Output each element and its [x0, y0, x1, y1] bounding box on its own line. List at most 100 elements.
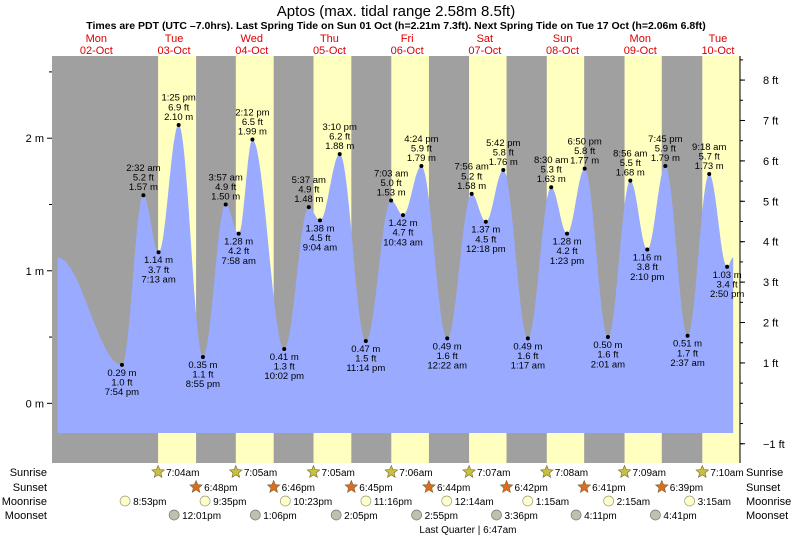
tide-label: 5.9 ft — [411, 143, 432, 154]
day-name: Tue — [709, 33, 728, 45]
tide-point — [483, 219, 488, 224]
day-date: 08-Oct — [546, 45, 579, 57]
tide-label: 0.49 m — [513, 341, 542, 352]
day-name: Sat — [477, 33, 494, 45]
moonrise-icon — [441, 495, 453, 507]
day-headers: Mon02-OctTue03-OctWed04-OctThu05-OctFri0… — [80, 33, 735, 57]
tide-label: 1:25 pm — [161, 93, 195, 104]
tide-point — [401, 213, 406, 218]
sunset-icon — [422, 479, 436, 493]
tide-label: 4.2 ft — [556, 246, 577, 257]
tide-label: 5.8 ft — [574, 146, 595, 157]
tide-label: 4.9 ft — [298, 185, 319, 196]
tide-label: 6.2 ft — [329, 132, 350, 143]
right-tick-label: 7 ft — [763, 115, 778, 127]
tide-label: 1.48 m — [294, 194, 323, 205]
tide-label: 1:17 am — [511, 361, 545, 372]
tide-label: 5:37 am — [292, 175, 326, 186]
tide-label: 9:18 am — [692, 142, 726, 153]
tide-label: 5.5 ft — [620, 158, 641, 169]
day-date: 09-Oct — [624, 45, 657, 57]
moonrise-icon — [199, 495, 211, 507]
tide-label: 1.38 m — [305, 223, 334, 234]
tide-label: 11:14 pm — [346, 363, 385, 374]
tide-label: 1.88 m — [325, 141, 354, 152]
tide-label: 10:02 pm — [264, 371, 304, 382]
tide-point — [317, 218, 322, 223]
tide-label: 1.1 ft — [192, 370, 213, 381]
tide-label: 0.47 m — [351, 344, 380, 355]
tide-label: 7:03 am — [374, 168, 408, 179]
left-tick-label: 2 m — [26, 133, 44, 145]
tide-label: 1.79 m — [651, 153, 680, 164]
right-axis: −1 ft 1 ft 2 ft 3 ft 4 ft 5 ft 6 ft 7 ft 8 ft — [739, 56, 785, 463]
tide-point — [236, 231, 241, 236]
tide-label: 1.79 m — [407, 153, 436, 164]
sunrise-time: 7:10am — [710, 468, 743, 479]
tide-label: 0.51 m — [673, 339, 702, 350]
tide-label: 2:01 am — [591, 359, 625, 370]
tide-label: 1.28 m — [224, 237, 253, 248]
tide-label: 2.10 m — [164, 112, 193, 123]
day-name: Mon — [86, 33, 107, 45]
tide-label: 8:56 am — [613, 148, 647, 159]
day-date: 07-Oct — [468, 45, 501, 57]
tide-label: 3:57 am — [209, 172, 243, 183]
tide-point — [469, 191, 474, 196]
tide-label: 3.7 ft — [148, 265, 169, 276]
tide-label: 1.53 m — [377, 188, 406, 199]
sunset-time: 6:41pm — [592, 483, 625, 494]
right-tick-label: −1 ft — [763, 439, 785, 451]
plot-area: 0.29 m1.0 ft7:54 pm2:32 am5.2 ft1.57 m1.… — [52, 56, 744, 463]
moonrise-time: 2:15am — [617, 497, 650, 508]
moonrise-icon — [603, 495, 615, 507]
tide-label: 1.68 m — [616, 168, 645, 179]
tide-label: 1.3 ft — [274, 362, 295, 373]
tide-label: 6.5 ft — [242, 117, 263, 128]
tide-label: 1.6 ft — [597, 350, 618, 361]
sunset-icon — [189, 479, 203, 493]
tide-point — [419, 164, 424, 169]
right-tick-label: 6 ft — [763, 156, 778, 168]
tide-point — [306, 205, 311, 210]
tide-area — [57, 124, 734, 434]
sunrise-icon — [306, 464, 321, 478]
tide-point — [200, 354, 205, 359]
tide-label: 1:23 pm — [550, 256, 584, 267]
tide-point — [501, 168, 506, 173]
sunset-time: 6:44pm — [437, 483, 470, 494]
moonrise-icon — [522, 495, 534, 507]
moonset-icon — [491, 509, 502, 521]
moonset-time: 2:05pm — [344, 511, 377, 522]
moonset-time: 2:55pm — [425, 511, 458, 522]
moonrise-time: 3:15am — [698, 497, 731, 508]
tide-label: 1.28 m — [552, 237, 581, 248]
sunrise-icon — [228, 464, 243, 478]
tide-label: 12:18 pm — [466, 244, 506, 255]
right-tick-label: 2 ft — [763, 318, 778, 330]
tide-point — [337, 152, 342, 157]
tide-point — [645, 247, 650, 252]
tide-label: 5.8 ft — [493, 147, 514, 158]
moonset-time: 12:01pm — [182, 511, 221, 522]
tide-point — [549, 185, 554, 190]
day-date: 04-Oct — [235, 45, 268, 57]
tide-label: 4.2 ft — [228, 246, 249, 257]
tide-point — [389, 198, 394, 203]
tide-label: 2:12 pm — [235, 107, 269, 118]
tide-label: 0.29 m — [107, 368, 136, 379]
tide-point — [223, 202, 228, 207]
tide-label: 2:10 pm — [630, 272, 664, 283]
tide-label: 2:32 am — [126, 163, 160, 174]
day-name: Tue — [165, 33, 184, 45]
sunrise-icon — [151, 464, 166, 478]
astro-row-label-right: Sunset — [746, 482, 780, 494]
astro-row-label-right: Moonset — [746, 510, 788, 522]
astro-row-label-right: Sunrise — [746, 467, 783, 479]
tide-label: 8:30 am — [534, 155, 568, 166]
tide-label: 1.42 m — [388, 218, 417, 229]
tide-label: 7:13 am — [141, 274, 175, 285]
day-date: 06-Oct — [391, 45, 424, 57]
sunset-icon — [577, 479, 592, 493]
